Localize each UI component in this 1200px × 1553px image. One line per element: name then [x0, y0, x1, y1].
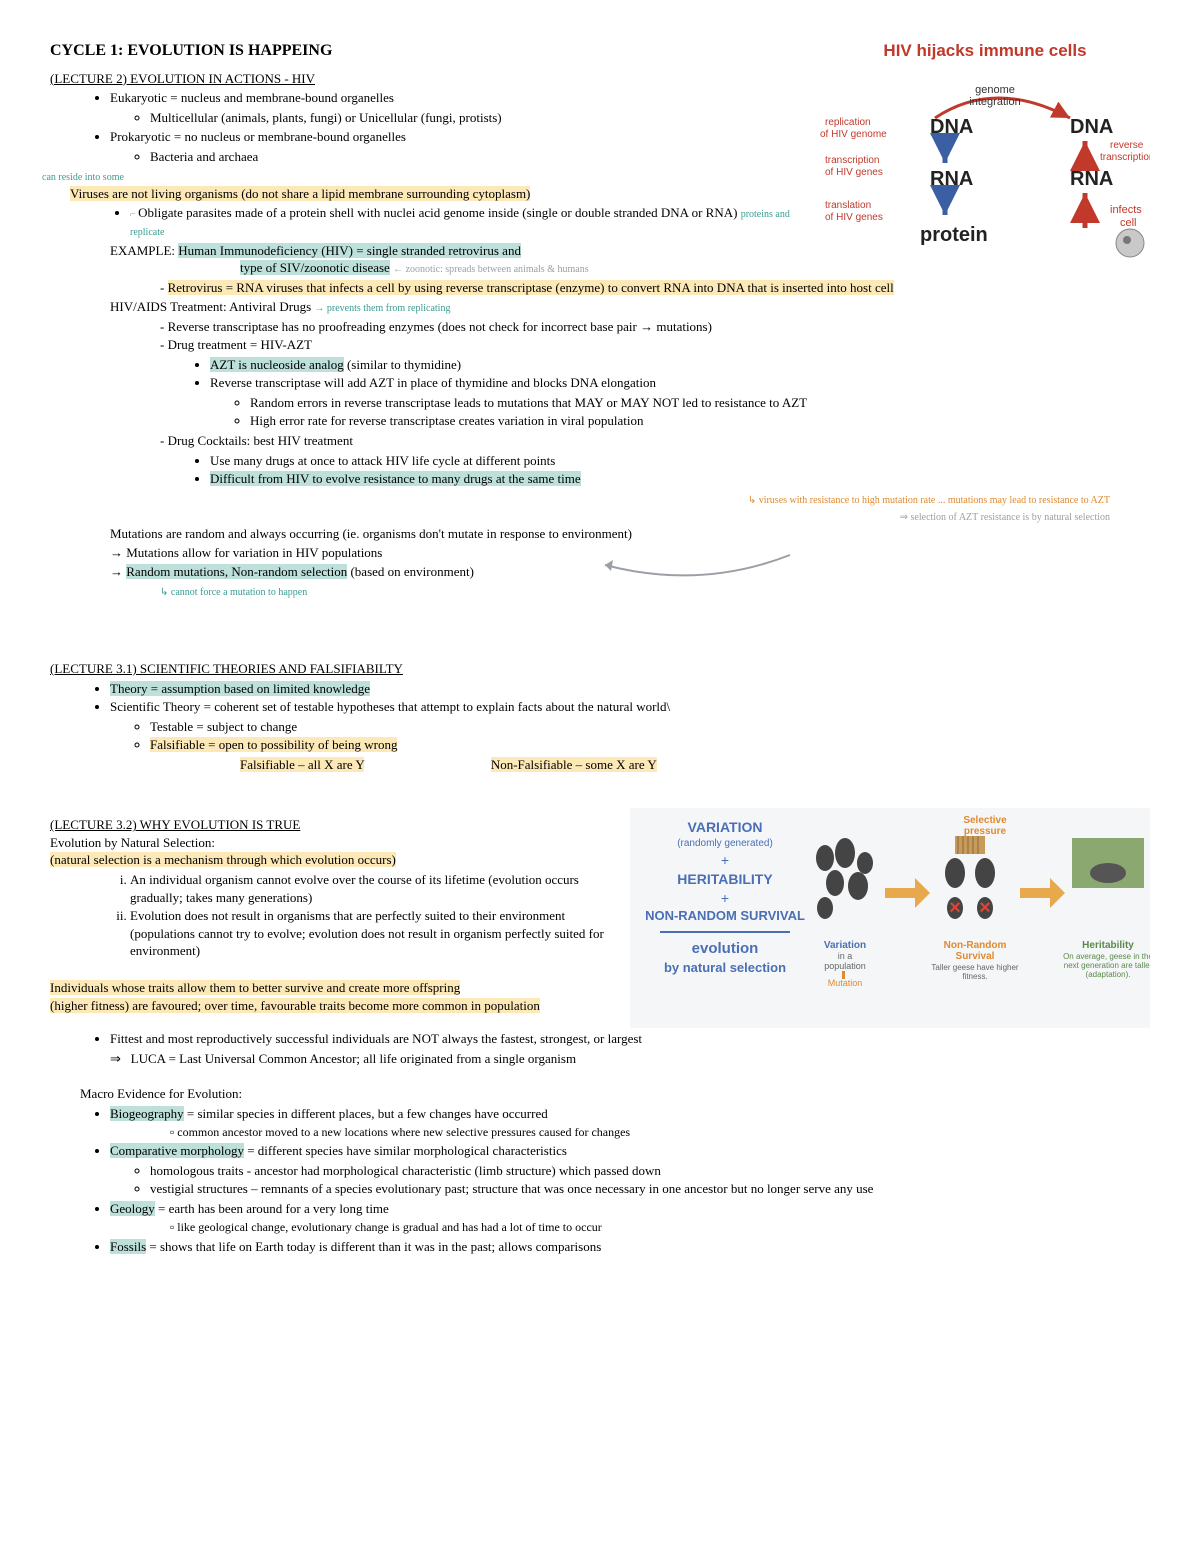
svg-text:Survival: Survival — [956, 951, 995, 962]
fit-line: Fittest and most reproductively successf… — [110, 1030, 1150, 1048]
azt2: Reverse transcriptase will add AZT in pl… — [210, 374, 1150, 392]
margin-note-orange: ↳ viruses with resistance to high mutati… — [748, 495, 1110, 506]
svg-text:replication: replication — [825, 117, 871, 128]
lec31-head: (LECTURE 3.1) SCIENTIFIC THEORIES AND FA… — [50, 660, 1150, 678]
margin-note-gray: ← zoonotic: spreads between animals & hu… — [393, 264, 589, 275]
evo-panels-svg: Variation in a population Mutation Selec… — [810, 808, 1150, 1018]
bio-sub: ▫ common ancestor moved to a new locatio… — [50, 1124, 1150, 1140]
ind-hl1: Individuals whose traits allow them to b… — [50, 980, 460, 995]
margin-note-gray2: ⇒ selection of AZT resistance is by natu… — [900, 512, 1110, 523]
orange-bracket-icon: ⌐ — [130, 209, 138, 220]
svg-text:Variation: Variation — [824, 940, 866, 951]
geo-line: Geology = earth has been around for a ve… — [110, 1200, 1150, 1218]
cocktail2-line: Difficult from HIV to evolve resistance … — [210, 470, 1150, 488]
svg-text:On average, geese in the: On average, geese in the — [1063, 952, 1150, 961]
svg-text:DNA: DNA — [930, 116, 973, 138]
geo-sub: ▫ like geological change, evolutionary c… — [50, 1219, 1150, 1235]
ex-hiv: Human Immunodeficiency (HIV) = single st… — [178, 243, 521, 258]
hiv-diagram-svg: genome integration DNA DNA replication o… — [820, 63, 1150, 263]
svg-text:of HIV genes: of HIV genes — [825, 167, 883, 178]
margin-note-3: → prevents them from replicating — [314, 303, 450, 314]
svg-text:(adaptation).: (adaptation). — [1086, 970, 1131, 979]
svg-text:Non-Random: Non-Random — [944, 940, 1007, 951]
rt-noproof: Reverse transcriptase has no proofreadin… — [160, 318, 1150, 336]
svg-text:×: × — [979, 897, 991, 919]
svg-text:reverse: reverse — [1110, 140, 1144, 151]
svg-text:pressure: pressure — [964, 826, 1007, 837]
roman-ii: Evolution does not result in organisms t… — [130, 907, 610, 960]
curved-arrow-icon — [600, 550, 800, 580]
evo-diagram: VARIATION (randomly generated) + HERITAB… — [630, 808, 1150, 1028]
svg-text:genome: genome — [975, 84, 1015, 96]
retro-li: Retrovirus = RNA viruses that infects a … — [160, 279, 1150, 297]
fos-line: Fossils = shows that life on Earth today… — [110, 1238, 1150, 1256]
svg-text:translation: translation — [825, 200, 871, 211]
svg-text:cell: cell — [1120, 217, 1137, 229]
luca-line: ⇒ LUCA = Last Universal Common Ancestor;… — [50, 1050, 1150, 1068]
theory-line: Theory = assumption based on limited kno… — [110, 680, 1150, 698]
retro-hl: Retrovirus = RNA viruses that infects a … — [168, 280, 894, 295]
mut-line: Mutations are random and always occurrin… — [50, 525, 1150, 543]
svg-text:×: × — [949, 897, 961, 919]
svg-text:fitness.: fitness. — [962, 972, 987, 981]
nonrandom-label: NON-RANDOM SURVIVAL — [640, 907, 810, 925]
azt-line: Drug treatment = HIV-AZT — [160, 336, 1150, 354]
svg-text:of HIV genome: of HIV genome — [820, 129, 887, 140]
svg-text:population: population — [824, 961, 866, 971]
svg-text:Selective: Selective — [963, 815, 1007, 826]
ex-hiv2: type of SIV/zoonotic disease — [240, 260, 390, 275]
svg-text:next generation are taller: next generation are taller — [1064, 961, 1150, 970]
svg-text:integration: integration — [969, 96, 1020, 108]
var-sub: (randomly generated) — [640, 837, 810, 851]
svg-text:protein: protein — [920, 224, 988, 246]
svg-text:RNA: RNA — [1070, 168, 1113, 190]
ns-hl: (natural selection is a mechanism throug… — [50, 852, 396, 867]
sci-theory: Scientific Theory = coherent set of test… — [110, 698, 1150, 716]
ind-hl2: (higher fitness) are favoured; over time… — [50, 998, 540, 1013]
fals-line: Falsifiable = open to possibility of bei… — [150, 736, 1150, 754]
macro-head: Macro Evidence for Evolution: — [50, 1085, 1150, 1103]
roman-i: An individual organism cannot evolve ove… — [130, 871, 610, 906]
azt-hl-line: AZT is nucleoside analog (similar to thy… — [210, 356, 1150, 374]
svg-text:of HIV genes: of HIV genes — [825, 212, 883, 223]
svg-text:transcription: transcription — [1100, 152, 1150, 163]
hiv-diagram: HIV hijacks immune cells genome integrat… — [820, 40, 1150, 270]
svg-text:DNA: DNA — [1070, 116, 1113, 138]
mut-a2: Random mutations, Non-random selection — [126, 564, 347, 579]
svg-text:Heritability: Heritability — [1082, 940, 1134, 951]
svg-text:RNA: RNA — [930, 168, 973, 190]
comp-o1: homologous traits - ancestor had morphol… — [150, 1162, 1150, 1180]
margin-note-4: ↳ cannot force a mutation to happen — [160, 587, 307, 598]
cocktail: Drug Cocktails: best HIV treatment — [160, 432, 1150, 450]
hiv-diagram-title: HIV hijacks immune cells — [820, 40, 1150, 63]
azt-o2: High error rate for reverse transcriptas… — [250, 412, 1150, 430]
svg-text:infects: infects — [1110, 204, 1142, 216]
comp-line: Comparative morphology = different speci… — [110, 1142, 1150, 1160]
fals-examples: Falsifiable – all X are Y Non-Falsifiabl… — [50, 756, 1150, 774]
azt-o1: Random errors in reverse transcriptase l… — [250, 394, 1150, 412]
testable: Testable = subject to change — [150, 718, 1150, 736]
cocktail2: Difficult from HIV to evolve resistance … — [210, 471, 581, 486]
obligate-text: Obligate parasites made of a protein she… — [138, 205, 737, 220]
svg-text:transcription: transcription — [825, 155, 879, 166]
margin-note-1: can reside into some — [42, 172, 124, 183]
cocktail1: Use many drugs at once to attack HIV lif… — [210, 452, 1150, 470]
comp-o2: vestigial structures – remnants of a spe… — [150, 1180, 1150, 1198]
treat-head: HIV/AIDS Treatment: Antiviral Drugs → pr… — [50, 298, 1150, 316]
svg-text:Mutation: Mutation — [828, 978, 863, 988]
by-label: by natural selection — [640, 959, 810, 977]
svg-text:Taller geese have higher: Taller geese have higher — [931, 963, 1019, 972]
variation-label: VARIATION — [640, 818, 810, 837]
ex-label: EXAMPLE: — [110, 243, 175, 258]
herit-label: HERITABILITY — [640, 870, 810, 889]
virus-hl: Viruses are not living organisms (do not… — [70, 186, 530, 201]
svg-text:in a: in a — [838, 951, 853, 961]
evo-label: evolution — [640, 939, 810, 959]
bio-line: Biogeography = similar species in differ… — [110, 1105, 1150, 1123]
